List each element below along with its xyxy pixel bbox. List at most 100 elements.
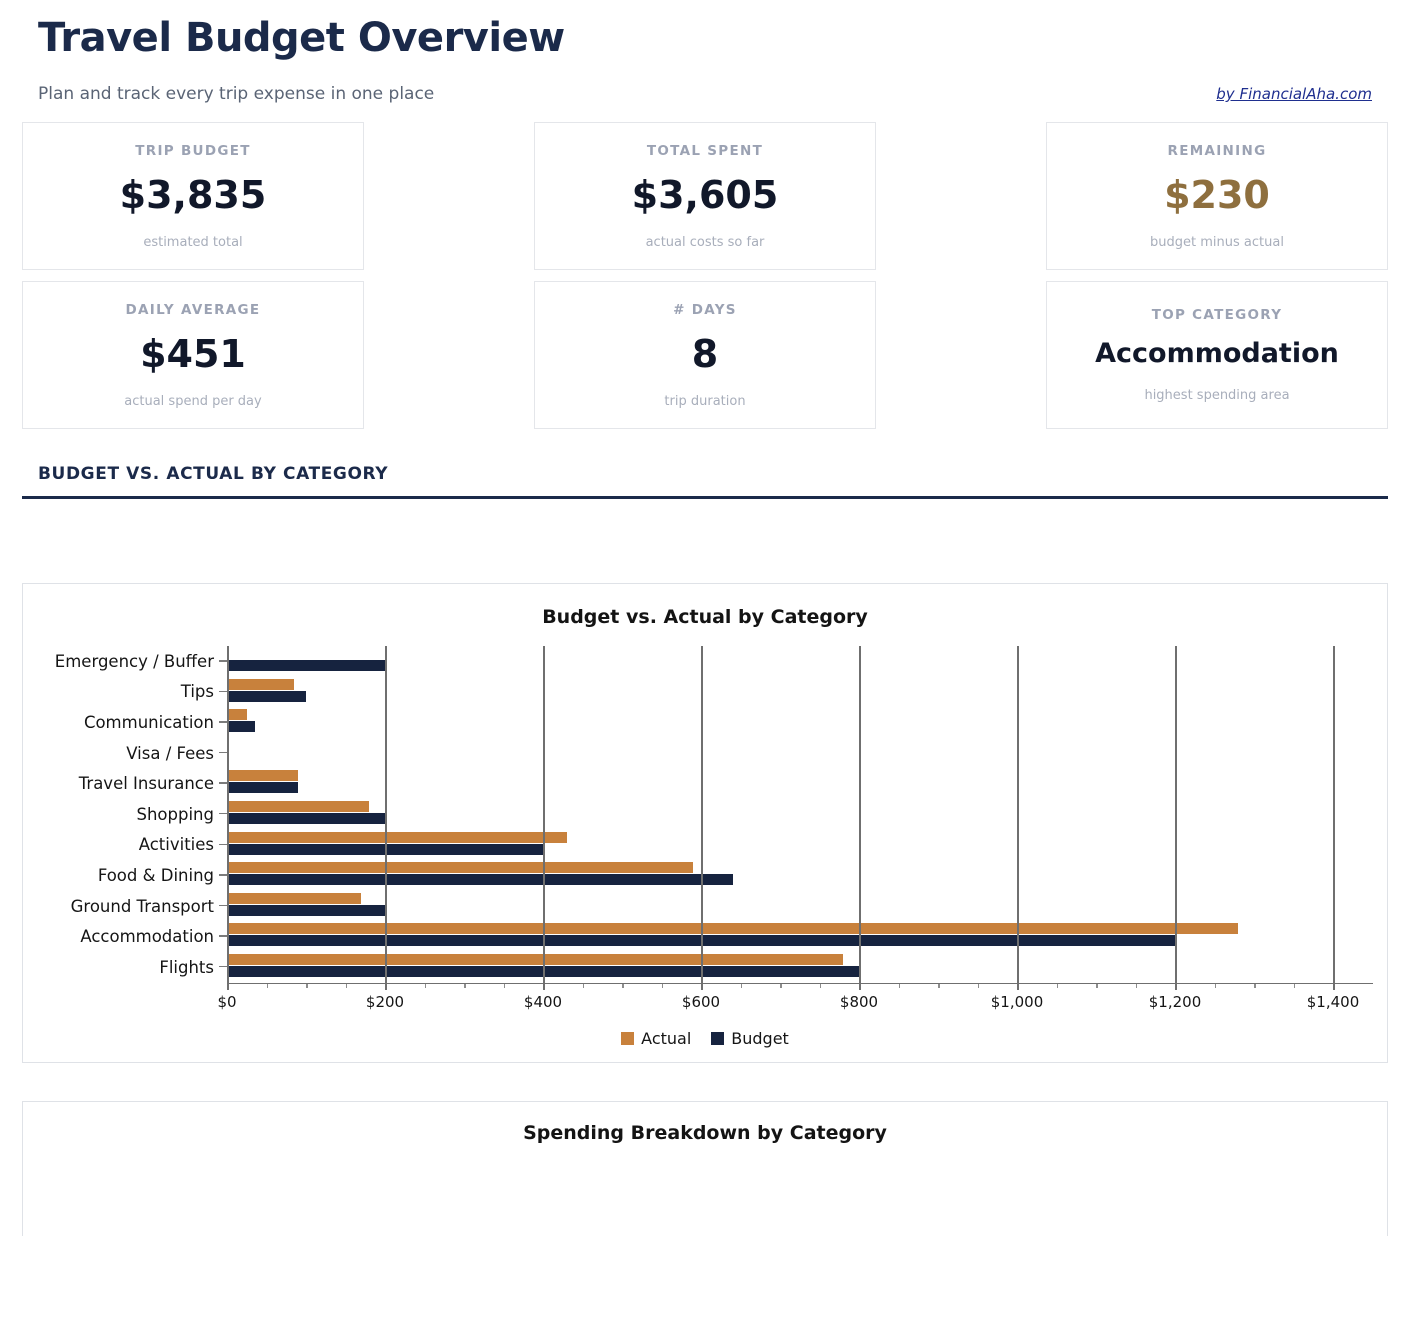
- bar-budget: [227, 721, 255, 733]
- legend-swatch-icon: [711, 1031, 725, 1045]
- bar-actual: [227, 770, 299, 782]
- bar-chart-bars-area: [219, 707, 1373, 738]
- bar-chart-row: Travel Insurance: [37, 768, 1373, 799]
- bar-chart-card: Budget vs. Actual by Category Emergency …: [22, 583, 1388, 1063]
- kpi-value: $3,835: [119, 172, 267, 217]
- bar-budget: [227, 690, 306, 702]
- bar-chart-row: Emergency / Buffer: [37, 646, 1373, 677]
- kpi-label: TRIP BUDGET: [135, 142, 251, 159]
- bar-budget: [227, 660, 385, 671]
- kpi-label: # DAYS: [673, 301, 737, 318]
- y-axis-tick: [219, 904, 227, 907]
- x-axis-tick-label: $800: [839, 992, 879, 1011]
- page-header: Travel Budget Overview Plan and track ev…: [0, 0, 1410, 104]
- pie-chart-holder: [37, 1162, 1373, 1236]
- x-axis-minor-tick: [661, 983, 663, 988]
- x-axis-minor-tick: [1293, 983, 1295, 988]
- x-axis-major-tick: [701, 983, 703, 990]
- kpi-label: TOP CATEGORY: [1151, 307, 1283, 323]
- bar-actual: [227, 862, 694, 874]
- bar-budget: [227, 874, 733, 886]
- kpi-value: 8: [691, 331, 719, 376]
- x-axis-minor-tick: [1056, 983, 1058, 988]
- bar-chart-bars-area: [219, 646, 1373, 677]
- legend-swatch-icon: [621, 1031, 635, 1045]
- legend-label: Budget: [731, 1028, 789, 1048]
- kpi-value: Accommodation: [1095, 338, 1339, 369]
- bar-budget: [227, 782, 299, 794]
- y-axis-tick: [219, 660, 227, 662]
- x-axis-minor-tick: [898, 983, 900, 988]
- gridline: [1017, 646, 1019, 983]
- bar-chart-row: Activities: [37, 830, 1373, 861]
- section-title: BUDGET VS. ACTUAL BY CATEGORY: [38, 464, 389, 484]
- gridline: [859, 646, 861, 983]
- bar-chart-category-label: Flights: [159, 957, 214, 977]
- bar-actual: [227, 709, 247, 721]
- attribution-link[interactable]: by FinancialAha.com: [1216, 85, 1372, 103]
- bar-chart-category-label: Visa / Fees: [126, 743, 214, 763]
- x-axis-major-tick: [543, 983, 545, 990]
- section-budget-vs-actual: BUDGET VS. ACTUAL BY CATEGORY: [22, 464, 1388, 499]
- kpi-card-daily-average: DAILY AVERAGE $451 actual spend per day: [22, 281, 364, 429]
- kpi-note: highest spending area: [1144, 388, 1290, 403]
- bar-chart-rows: Emergency / Buffer Tips Communication Visa …: [37, 646, 1373, 983]
- x-axis-tick-label: $1,400: [1306, 992, 1360, 1011]
- bar-chart-category-label: Accommodation: [80, 927, 214, 947]
- y-axis-tick: [219, 965, 227, 968]
- pie-chart-card: Spending Breakdown by Category: [22, 1100, 1388, 1236]
- x-axis-minor-tick: [582, 983, 584, 988]
- bar-chart-bars-area: [219, 921, 1373, 952]
- x-axis-minor-tick: [780, 983, 782, 988]
- bar-budget: [227, 812, 385, 824]
- bar-chart-bars-area: [219, 768, 1373, 799]
- x-axis-minor-tick: [1254, 983, 1256, 988]
- section-divider: [22, 496, 1388, 499]
- x-axis-minor-tick: [819, 983, 821, 988]
- bar-chart-category-label: Emergency / Buffer: [54, 651, 214, 671]
- x-axis-major-tick: [1175, 983, 1177, 990]
- bar-chart-row: Flights: [37, 952, 1373, 983]
- kpi-value: $3,605: [631, 172, 779, 217]
- bar-chart-bars-area: [219, 891, 1373, 922]
- kpi-card-days: # DAYS 8 trip duration: [534, 281, 876, 429]
- x-axis-major-tick: [385, 983, 387, 990]
- y-axis-tick: [219, 812, 227, 815]
- y-axis-tick: [219, 751, 227, 754]
- bar-chart-legend: Actual Budget: [37, 1029, 1373, 1048]
- kpi-note: estimated total: [143, 234, 243, 250]
- kpi-note: trip duration: [664, 393, 746, 409]
- x-axis-tick-label: $400: [523, 992, 563, 1011]
- bar-chart-category-label: Ground Transport: [70, 896, 214, 916]
- kpi-note: budget minus actual: [1150, 234, 1284, 250]
- y-axis-tick: [219, 935, 227, 937]
- kpi-note: actual costs so far: [645, 234, 765, 250]
- legend-item-actual[interactable]: Actual: [621, 1029, 691, 1048]
- bar-chart-plot: Emergency / Buffer Tips Communication Visa …: [37, 646, 1373, 1023]
- x-axis-minor-tick: [977, 983, 979, 988]
- bar-actual: [227, 892, 362, 904]
- x-axis-minor-tick: [1096, 983, 1098, 988]
- bar-actual: [227, 923, 1239, 935]
- y-axis-tick: [219, 874, 227, 876]
- bar-actual: [227, 953, 844, 965]
- bar-chart-category-label: Communication: [83, 712, 214, 732]
- y-axis-tick: [219, 782, 227, 784]
- bar-chart-category-label: Tips: [180, 682, 214, 702]
- bar-chart-row: Ground Transport: [37, 891, 1373, 922]
- legend-item-budget[interactable]: Budget: [711, 1029, 789, 1048]
- x-axis-major-tick: [1017, 983, 1019, 990]
- x-axis-major-tick: [227, 983, 229, 990]
- legend-label: Actual: [641, 1028, 692, 1048]
- pie-chart-svg: [470, 1162, 940, 1236]
- bar-chart-x-axis: $0 $200 $400 $600 $800 $1,000 $1,200 $1,400: [217, 982, 1373, 1023]
- pie-chart-title: Spending Breakdown by Category: [523, 1121, 887, 1144]
- kpi-label: DAILY AVERAGE: [125, 301, 261, 318]
- bar-chart-row: Food & Dining: [37, 860, 1373, 891]
- x-axis-tick-label: $1,000: [990, 992, 1044, 1011]
- subtitle-row: Plan and track every trip expense in one…: [38, 84, 1372, 104]
- x-axis-minor-tick: [938, 983, 940, 988]
- bar-chart-category-label: Travel Insurance: [78, 774, 214, 794]
- kpi-card-grid: TRIP BUDGET $3,835 estimated total TOTAL…: [22, 122, 1388, 429]
- x-axis-minor-tick: [1214, 983, 1216, 988]
